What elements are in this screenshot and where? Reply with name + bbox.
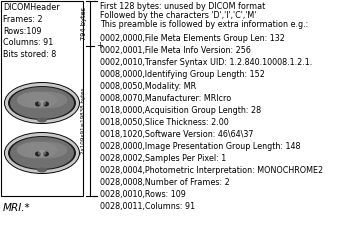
Ellipse shape [4, 82, 80, 124]
Ellipse shape [17, 142, 57, 158]
Text: 0028,0002,Samples Per Pixel: 1: 0028,0002,Samples Per Pixel: 1 [100, 154, 226, 163]
Ellipse shape [37, 167, 47, 173]
Ellipse shape [8, 136, 76, 170]
Text: 0028,0008,Number of Frames: 2: 0028,0008,Number of Frames: 2 [100, 178, 230, 187]
Text: 0002,0010,Transfer Syntax UID: 1.2.840.10008.1.2.1.: 0002,0010,Transfer Syntax UID: 1.2.840.1… [100, 58, 312, 67]
Text: 0018,0000,Acquisition Group Length: 28: 0018,0000,Acquisition Group Length: 28 [100, 106, 261, 115]
Text: 0008,0000,Identifying Group Length: 152: 0008,0000,Identifying Group Length: 152 [100, 70, 265, 79]
Ellipse shape [10, 137, 74, 169]
Text: 794 bytes: 794 bytes [81, 7, 87, 40]
Ellipse shape [17, 92, 57, 108]
Ellipse shape [35, 101, 41, 106]
Text: 0008,0070,Manufacturer: MRIcro: 0008,0070,Manufacturer: MRIcro [100, 94, 231, 103]
Text: 0018,1020,Software Version: 46\64\37: 0018,1020,Software Version: 46\64\37 [100, 130, 253, 139]
Ellipse shape [4, 132, 80, 174]
Ellipse shape [37, 118, 47, 123]
Ellipse shape [43, 101, 49, 106]
Text: First 128 bytes: unused by DICOM format: First 128 bytes: unused by DICOM format [100, 2, 265, 11]
Ellipse shape [10, 87, 74, 119]
Text: 0028,0010,Rows: 109: 0028,0010,Rows: 109 [100, 190, 186, 199]
Ellipse shape [8, 86, 76, 120]
FancyBboxPatch shape [1, 1, 83, 196]
Ellipse shape [5, 83, 79, 123]
Text: 0002,0000,File Meta Elements Group Len: 132: 0002,0000,File Meta Elements Group Len: … [100, 34, 285, 43]
Text: 0028,0004,Photometric Interpretation: MONOCHROME2: 0028,0004,Photometric Interpretation: MO… [100, 166, 323, 175]
Text: This preamble is followed by extra information e.g.:: This preamble is followed by extra infor… [100, 20, 308, 29]
Ellipse shape [38, 150, 46, 156]
Text: DICOMHeader
Frames: 2
Rows:109
Columns: 91
Bits stored: 8: DICOMHeader Frames: 2 Rows:109 Columns: … [3, 3, 60, 59]
Text: 2x109x91=19838 bytes: 2x109x91=19838 bytes [82, 88, 86, 154]
Text: 0018,0050,Slice Thickness: 2.00: 0018,0050,Slice Thickness: 2.00 [100, 118, 229, 127]
Ellipse shape [43, 152, 49, 156]
Text: MRI.*: MRI.* [3, 203, 31, 213]
Text: +: + [96, 41, 103, 51]
Text: Followed by the characters 'D','I','C','M': Followed by the characters 'D','I','C','… [100, 11, 256, 20]
Ellipse shape [27, 142, 67, 158]
Ellipse shape [35, 152, 41, 156]
Ellipse shape [5, 133, 79, 173]
Ellipse shape [27, 92, 67, 108]
Text: 0028,0011,Columns: 91: 0028,0011,Columns: 91 [100, 202, 195, 211]
Text: 0002,0001,File Meta Info Version: 256: 0002,0001,File Meta Info Version: 256 [100, 46, 251, 55]
Ellipse shape [38, 100, 46, 106]
Text: 0008,0050,Modality: MR: 0008,0050,Modality: MR [100, 82, 196, 91]
Text: 0028,0000,Image Presentation Group Length: 148: 0028,0000,Image Presentation Group Lengt… [100, 142, 301, 151]
